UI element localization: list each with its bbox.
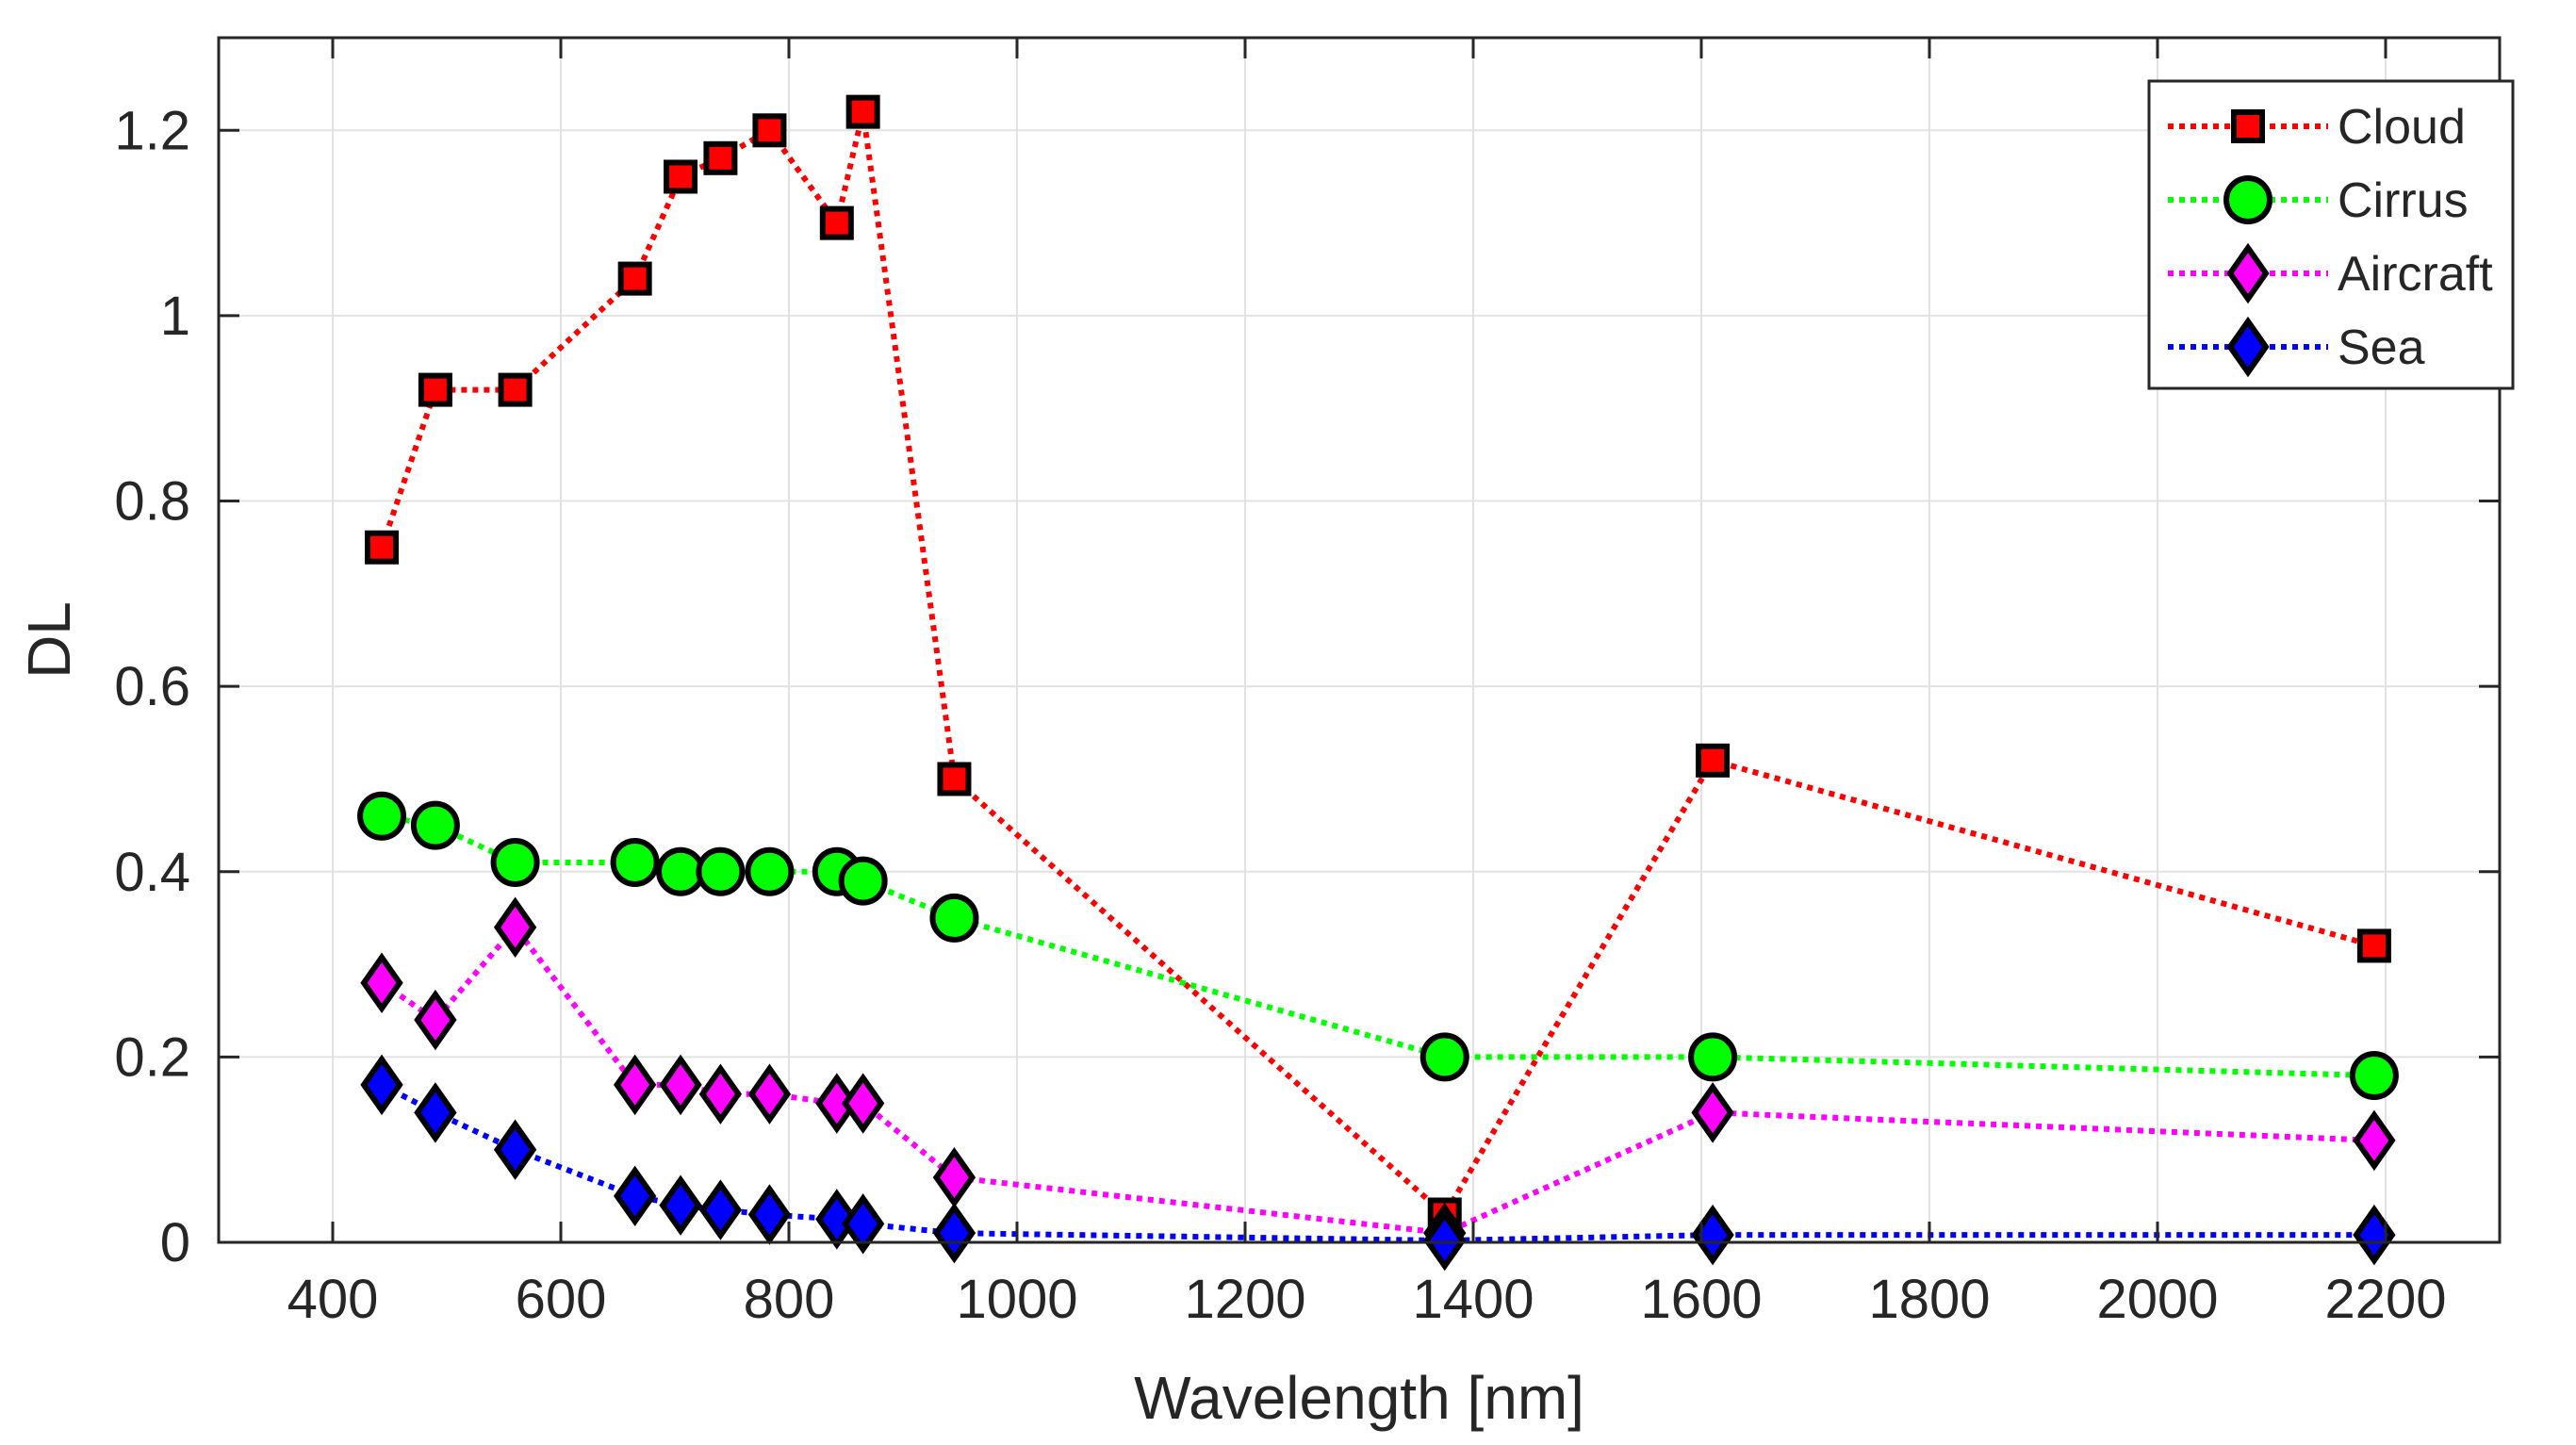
sea-data-point bbox=[747, 1184, 792, 1245]
x-tick-label: 600 bbox=[516, 1269, 607, 1330]
x-tick-label: 2200 bbox=[2324, 1269, 2446, 1330]
x-tick-label: 400 bbox=[287, 1269, 379, 1330]
sea-data-point bbox=[932, 1202, 976, 1264]
y-axis-label: DL bbox=[15, 601, 83, 679]
series-markers bbox=[357, 94, 2399, 1272]
legend-marker-cloud bbox=[2231, 109, 2265, 143]
x-tick-label: 1000 bbox=[956, 1269, 1077, 1330]
sea-data-point bbox=[815, 1189, 859, 1250]
aircraft-data-point bbox=[493, 896, 537, 958]
cirrus-data-point bbox=[2349, 1051, 2399, 1101]
sea-data-point bbox=[841, 1193, 885, 1255]
legend-marker-sea bbox=[2226, 316, 2270, 378]
aircraft-data-point bbox=[659, 1054, 702, 1116]
cirrus-data-point bbox=[357, 791, 407, 841]
cloud-data-point bbox=[664, 159, 698, 194]
cirrus-data-point bbox=[1688, 1032, 1738, 1082]
legend-label-cloud: Cloud bbox=[2338, 100, 2466, 155]
cloud-data-point bbox=[703, 140, 738, 175]
cirrus-data-point bbox=[410, 800, 460, 850]
plot-frame bbox=[217, 36, 2502, 1244]
x-tick-label: 2000 bbox=[2096, 1269, 2218, 1330]
y-tick-label: 0 bbox=[160, 1212, 190, 1273]
sea-data-point bbox=[1423, 1209, 1467, 1272]
cirrus-data-point bbox=[1419, 1032, 1469, 1082]
legend-label-sea: Sea bbox=[2338, 320, 2425, 375]
sea-data-point bbox=[360, 1054, 403, 1116]
cloud-data-point bbox=[845, 94, 880, 129]
x-tick-label: 1400 bbox=[1412, 1269, 1534, 1330]
legend-box bbox=[2147, 79, 2515, 390]
cirrus-data-point bbox=[610, 837, 660, 887]
x-tick-label: 1200 bbox=[1184, 1269, 1305, 1330]
sea-data-point bbox=[613, 1165, 657, 1227]
x-tick-label: 800 bbox=[744, 1269, 835, 1330]
sea-data-point bbox=[414, 1082, 457, 1143]
cloud-data-point bbox=[617, 261, 652, 296]
cirrus-data-point bbox=[696, 846, 746, 896]
x-tick-label: 1800 bbox=[1868, 1269, 1990, 1330]
cloud-data-point bbox=[1696, 743, 1731, 778]
sea-data-point bbox=[659, 1174, 702, 1236]
aircraft-data-point bbox=[360, 952, 403, 1013]
legend-marker-cirrus bbox=[2223, 175, 2272, 224]
y-tick-label: 1 bbox=[160, 286, 190, 347]
sea-data-point bbox=[493, 1119, 537, 1180]
y-tick-label: 0.4 bbox=[114, 842, 190, 903]
aircraft-data-point bbox=[613, 1054, 657, 1116]
cloud-data-point bbox=[365, 530, 400, 565]
cloud-data-point bbox=[2356, 928, 2391, 963]
y-tick-label: 0.2 bbox=[114, 1026, 190, 1088]
x-tick-labels: 400 600 800 1000 1200 1400 1600 1800 2000 2200 bbox=[287, 1269, 2447, 1330]
y-tick-labels: 0 0.2 0.4 0.6 0.8 1 1.2 bbox=[114, 100, 190, 1273]
aircraft-data-point bbox=[841, 1073, 885, 1134]
y-tick-label: 0.6 bbox=[114, 656, 190, 717]
y-tick-label: 1.2 bbox=[114, 100, 190, 161]
aircraft-data-point bbox=[698, 1063, 743, 1125]
cirrus-data-point bbox=[929, 893, 979, 943]
cirrus-data-point bbox=[838, 856, 888, 906]
cloud-data-point bbox=[819, 205, 854, 240]
cloud-data-point bbox=[498, 372, 533, 407]
legend-label-cirrus: Cirrus bbox=[2338, 173, 2469, 228]
legend-marker-aircraft bbox=[2226, 242, 2270, 304]
legend: Cloud Cirrus Aircraft Sea bbox=[2147, 79, 2515, 390]
cloud-data-point bbox=[752, 113, 787, 148]
sea-data-point bbox=[698, 1179, 743, 1240]
aircraft-data-point bbox=[2353, 1109, 2396, 1172]
cirrus-data-point bbox=[490, 837, 540, 887]
cirrus-data-point bbox=[745, 846, 795, 896]
aircraft-data-point bbox=[1691, 1082, 1734, 1143]
aircraft-data-point bbox=[747, 1063, 792, 1125]
x-tick-label: 1600 bbox=[1640, 1269, 1762, 1330]
cloud-data-point bbox=[937, 762, 972, 796]
x-axis-label: Wavelength [nm] bbox=[1134, 1364, 1584, 1432]
cirrus-data-point bbox=[656, 846, 706, 896]
cloud-data-point bbox=[418, 372, 452, 407]
y-tick-label: 0.8 bbox=[114, 471, 190, 533]
aircraft-data-point bbox=[414, 989, 457, 1051]
legend-label-aircraft: Aircraft bbox=[2338, 247, 2493, 302]
